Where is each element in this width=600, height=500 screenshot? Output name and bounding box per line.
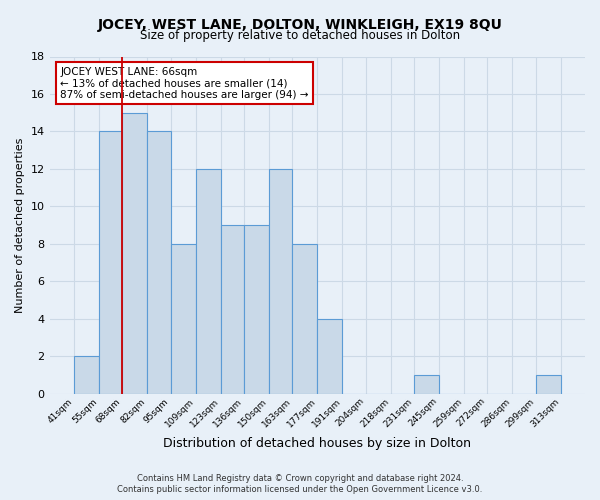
X-axis label: Distribution of detached houses by size in Dolton: Distribution of detached houses by size … [163, 437, 471, 450]
Bar [244, 225, 269, 394]
Bar [99, 132, 122, 394]
Bar [536, 375, 560, 394]
Bar [317, 319, 343, 394]
Bar [414, 375, 439, 394]
Bar [269, 169, 292, 394]
Bar [170, 244, 196, 394]
Text: JOCEY WEST LANE: 66sqm
← 13% of detached houses are smaller (14)
87% of semi-det: JOCEY WEST LANE: 66sqm ← 13% of detached… [60, 66, 309, 100]
Bar [221, 225, 244, 394]
Bar [147, 132, 170, 394]
Bar [122, 112, 147, 394]
Y-axis label: Number of detached properties: Number of detached properties [15, 138, 25, 313]
Text: Contains HM Land Registry data © Crown copyright and database right 2024.
Contai: Contains HM Land Registry data © Crown c… [118, 474, 482, 494]
Text: JOCEY, WEST LANE, DOLTON, WINKLEIGH, EX19 8QU: JOCEY, WEST LANE, DOLTON, WINKLEIGH, EX1… [98, 18, 502, 32]
Bar [74, 356, 99, 394]
Text: Size of property relative to detached houses in Dolton: Size of property relative to detached ho… [140, 29, 460, 42]
Bar [196, 169, 221, 394]
Bar [292, 244, 317, 394]
